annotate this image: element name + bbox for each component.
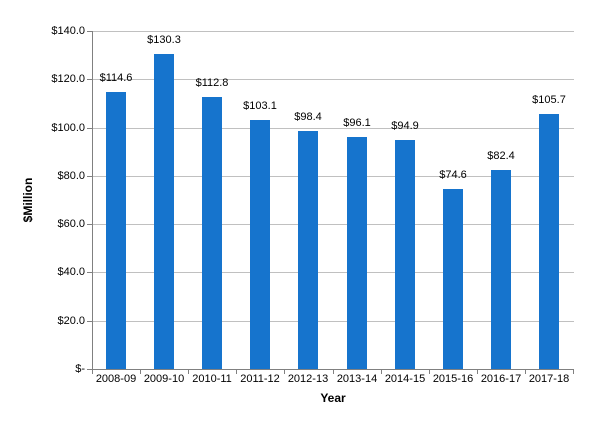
y-tick-label: $140.0 — [51, 25, 85, 37]
x-tick-mark — [477, 370, 478, 374]
y-tick-mark — [87, 224, 92, 225]
bar-value-label: $112.8 — [195, 77, 229, 89]
y-tick-label: $100.0 — [51, 122, 85, 134]
x-tick-mark — [573, 370, 574, 374]
y-tick-label: $20.0 — [57, 315, 85, 327]
x-tick-mark — [92, 370, 93, 374]
bar-value-label: $98.4 — [294, 111, 322, 123]
x-tick-label: 2012-13 — [287, 373, 329, 385]
x-tick-mark — [284, 370, 285, 374]
y-tick-mark — [87, 369, 92, 370]
gridline — [93, 321, 574, 322]
y-tick-mark — [87, 31, 92, 32]
bar — [250, 120, 270, 369]
y-tick-label: $- — [75, 363, 85, 375]
bar — [202, 97, 222, 369]
x-tick-mark — [429, 370, 430, 374]
x-tick-mark — [525, 370, 526, 374]
y-tick-label: $80.0 — [57, 170, 85, 182]
bar — [491, 170, 511, 369]
x-tick-mark — [236, 370, 237, 374]
x-tick-label: 2014-15 — [384, 373, 426, 385]
bar — [154, 54, 174, 369]
bar-value-label: $114.6 — [99, 72, 133, 84]
y-tick-label: $60.0 — [57, 218, 85, 230]
bar-value-label: $82.4 — [487, 150, 515, 162]
y-tick-mark — [87, 321, 92, 322]
y-tick-mark — [87, 128, 92, 129]
x-tick-mark — [140, 370, 141, 374]
x-tick-label: 2016-17 — [480, 373, 522, 385]
bar-value-label: $130.3 — [147, 34, 181, 46]
y-tick-label: $40.0 — [57, 266, 85, 278]
bar — [539, 114, 559, 369]
plot-area — [92, 31, 574, 370]
x-tick-label: 2009-10 — [143, 373, 185, 385]
y-axis-title: $Million — [21, 177, 35, 223]
x-tick-mark — [188, 370, 189, 374]
y-tick-mark — [87, 79, 92, 80]
gridline — [93, 224, 574, 225]
y-tick-mark — [87, 272, 92, 273]
x-tick-mark — [333, 370, 334, 374]
bar-value-label: $94.9 — [391, 120, 419, 132]
bar — [395, 140, 415, 369]
gridline — [93, 128, 574, 129]
y-tick-label: $120.0 — [51, 73, 85, 85]
bar — [106, 92, 126, 369]
bar-value-label: $103.1 — [243, 100, 277, 112]
gridline — [93, 176, 574, 177]
bar — [298, 131, 318, 369]
bar — [347, 137, 367, 369]
x-tick-mark — [381, 370, 382, 374]
x-tick-label: 2010-11 — [192, 373, 232, 385]
gridline — [93, 79, 574, 80]
gridline — [93, 272, 574, 273]
x-tick-label: 2017-18 — [528, 373, 570, 385]
x-axis-title: Year — [320, 391, 346, 405]
x-tick-label: 2013-14 — [336, 373, 378, 385]
bar-value-label: $105.7 — [532, 94, 566, 106]
bar-value-label: $96.1 — [343, 117, 371, 129]
bar-value-label: $74.6 — [439, 169, 467, 181]
y-tick-mark — [87, 176, 92, 177]
x-tick-label: 2008-09 — [95, 373, 137, 385]
x-tick-label: 2011-12 — [240, 373, 280, 385]
gridline — [93, 31, 574, 32]
bar — [443, 189, 463, 369]
x-tick-label: 2015-16 — [432, 373, 474, 385]
